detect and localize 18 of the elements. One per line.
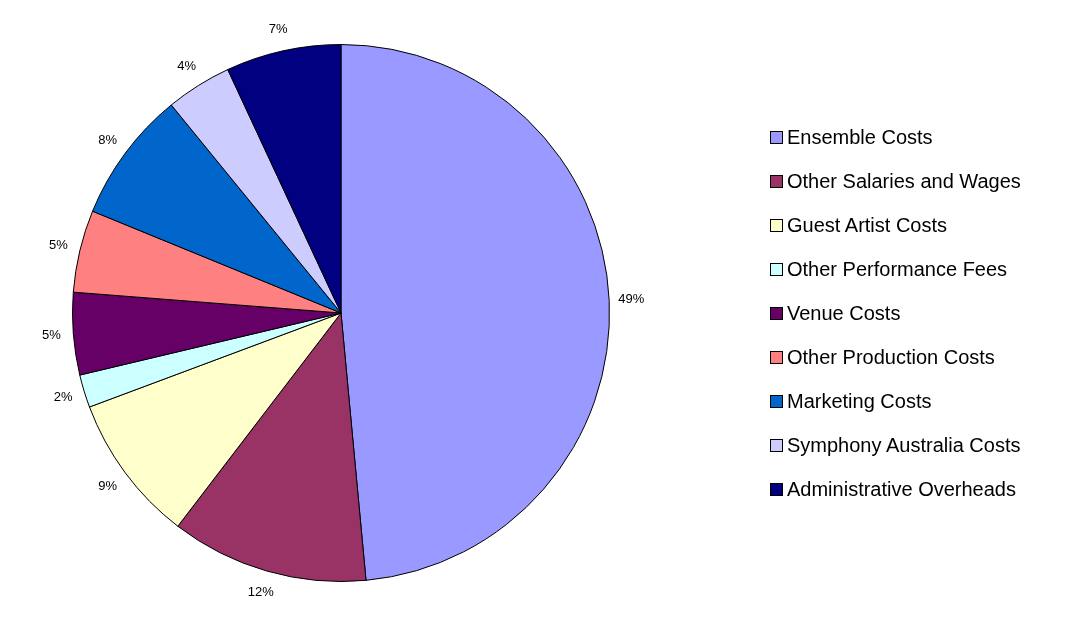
data-label: 12% — [247, 583, 275, 599]
data-label: 2% — [53, 389, 73, 405]
legend-label: Marketing Costs — [787, 389, 932, 413]
data-label: 9% — [98, 477, 118, 493]
data-label: 49% — [618, 291, 645, 307]
legend-label: Ensemble Costs — [787, 125, 933, 149]
legend-label: Other Salaries and Wages — [787, 169, 1021, 193]
legend-label: Other Production Costs — [787, 345, 995, 369]
legend-label: Administrative Overheads — [787, 477, 1016, 501]
data-label: 7% — [268, 20, 289, 36]
data-label: 5% — [41, 327, 62, 343]
legend-label: Venue Costs — [787, 301, 901, 325]
legend-label: Guest Artist Costs — [787, 213, 948, 237]
data-label: 5% — [48, 237, 69, 253]
data-label: 4% — [177, 58, 197, 74]
legend-label: Other Performance Fees — [787, 257, 1008, 281]
legend-label: Symphony Australia Costs — [787, 433, 1021, 457]
data-label: 8% — [98, 131, 118, 147]
